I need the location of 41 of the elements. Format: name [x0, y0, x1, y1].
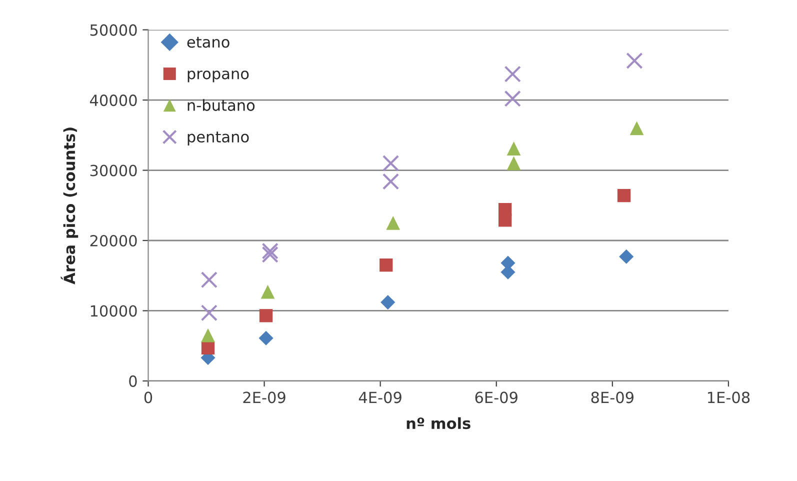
- point: [382, 154, 400, 172]
- point: [258, 330, 274, 346]
- x-tick-label: 6E-09: [475, 392, 518, 404]
- y-tick-label: 30000: [90, 164, 137, 176]
- y-tick-label: 40000: [90, 94, 137, 106]
- point: [504, 90, 521, 107]
- legend-label: propano: [188, 70, 249, 82]
- point: [382, 173, 400, 190]
- point: [262, 246, 278, 263]
- legend-label: etano: [187, 36, 230, 48]
- legend-label: pentano: [188, 132, 249, 146]
- point: [386, 216, 400, 230]
- y-axis-title: Área pico (counts): [60, 128, 78, 284]
- point: [380, 258, 393, 272]
- point: [617, 188, 631, 202]
- y-tick-label: 20000: [90, 234, 137, 247]
- point: [262, 242, 278, 260]
- point: [630, 121, 644, 136]
- point: [619, 249, 634, 264]
- x-axis-title: nº mols: [406, 417, 470, 430]
- point: [201, 341, 215, 355]
- point: [201, 328, 215, 342]
- point: [200, 304, 218, 322]
- x-tick-label: 8E-09: [591, 392, 634, 404]
- point: [259, 309, 273, 322]
- legend-label: n-butano: [188, 99, 255, 111]
- x-tick-label: 0: [144, 392, 152, 404]
- x-tick-label: 2E-09: [243, 392, 286, 404]
- point: [506, 156, 521, 170]
- point: [506, 142, 521, 156]
- y-tick-label: 0: [129, 375, 137, 387]
- point: [504, 66, 521, 82]
- point: [200, 272, 218, 288]
- x-tick-label: 4E-09: [358, 392, 402, 404]
- point: [380, 295, 396, 310]
- y-tick-label: 50000: [90, 24, 137, 36]
- x-tick-label: 1E-08: [708, 392, 750, 404]
- y-tick-label: 10000: [90, 305, 137, 317]
- point: [626, 52, 643, 70]
- point: [260, 284, 275, 299]
- point: [498, 214, 512, 227]
